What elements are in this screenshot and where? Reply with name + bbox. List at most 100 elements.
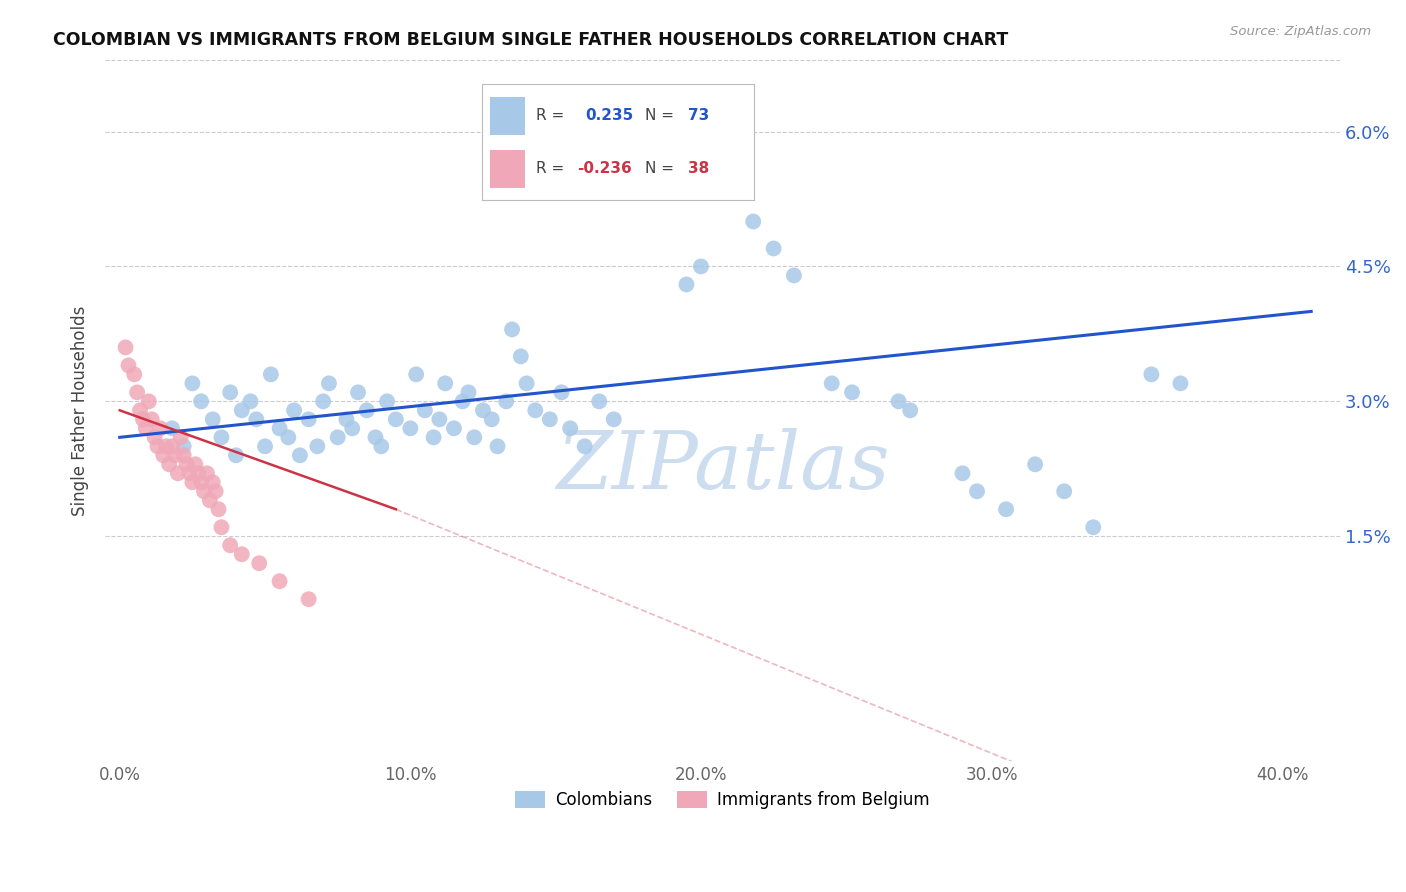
Point bbox=[277, 430, 299, 444]
Point bbox=[318, 376, 340, 391]
Point bbox=[288, 448, 311, 462]
Point bbox=[181, 475, 204, 490]
Point bbox=[176, 458, 198, 472]
Point bbox=[472, 403, 495, 417]
Point bbox=[198, 493, 221, 508]
Point bbox=[260, 368, 283, 382]
Point bbox=[170, 430, 193, 444]
Point bbox=[190, 394, 212, 409]
Point bbox=[821, 376, 844, 391]
Point bbox=[298, 592, 321, 607]
Point bbox=[269, 421, 291, 435]
Point bbox=[219, 538, 242, 552]
Point bbox=[201, 475, 224, 490]
Point bbox=[887, 394, 910, 409]
Point bbox=[486, 439, 509, 453]
Point bbox=[245, 412, 267, 426]
Point bbox=[574, 439, 596, 453]
Point bbox=[190, 475, 212, 490]
Point bbox=[966, 484, 988, 499]
Point bbox=[181, 376, 204, 391]
Point bbox=[225, 448, 247, 462]
Point bbox=[841, 385, 863, 400]
Point bbox=[1140, 368, 1163, 382]
Point bbox=[422, 430, 444, 444]
Point bbox=[481, 412, 503, 426]
Text: COLOMBIAN VS IMMIGRANTS FROM BELGIUM SINGLE FATHER HOUSEHOLDS CORRELATION CHART: COLOMBIAN VS IMMIGRANTS FROM BELGIUM SIN… bbox=[53, 31, 1008, 49]
Point bbox=[219, 385, 242, 400]
Point bbox=[193, 484, 215, 499]
Point bbox=[603, 412, 626, 426]
Point bbox=[184, 458, 207, 472]
Point bbox=[718, 161, 741, 175]
Point bbox=[312, 394, 335, 409]
Point bbox=[560, 421, 582, 435]
Point bbox=[1024, 458, 1046, 472]
Point bbox=[516, 376, 538, 391]
Point bbox=[538, 412, 561, 426]
Point bbox=[995, 502, 1018, 516]
Point bbox=[135, 421, 157, 435]
Point bbox=[399, 421, 422, 435]
Point bbox=[413, 403, 436, 417]
Point bbox=[211, 520, 233, 534]
Point bbox=[283, 403, 305, 417]
Point bbox=[231, 547, 253, 561]
Point bbox=[254, 439, 277, 453]
Point bbox=[375, 394, 398, 409]
Point bbox=[195, 467, 218, 481]
Point bbox=[167, 467, 190, 481]
Point bbox=[783, 268, 806, 283]
Point bbox=[405, 368, 427, 382]
Point bbox=[155, 439, 177, 453]
Point bbox=[429, 412, 451, 426]
Point bbox=[451, 394, 474, 409]
Point bbox=[149, 421, 172, 435]
Point bbox=[1170, 376, 1192, 391]
Point bbox=[370, 439, 392, 453]
Point bbox=[1053, 484, 1076, 499]
Point bbox=[335, 412, 357, 426]
Point bbox=[207, 502, 229, 516]
Point bbox=[247, 556, 270, 570]
Point bbox=[114, 340, 136, 354]
Point bbox=[952, 467, 974, 481]
Point bbox=[434, 376, 457, 391]
Point bbox=[187, 467, 209, 481]
Point bbox=[141, 412, 163, 426]
Point bbox=[762, 242, 785, 256]
Point bbox=[298, 412, 321, 426]
Point bbox=[201, 412, 224, 426]
Point bbox=[143, 430, 166, 444]
Point bbox=[1083, 520, 1105, 534]
Point bbox=[132, 412, 155, 426]
Point bbox=[157, 458, 180, 472]
Point bbox=[356, 403, 378, 417]
Point bbox=[146, 439, 169, 453]
Point bbox=[501, 322, 523, 336]
Point bbox=[495, 394, 517, 409]
Legend: Colombians, Immigrants from Belgium: Colombians, Immigrants from Belgium bbox=[509, 784, 936, 816]
Point bbox=[742, 214, 765, 228]
Point bbox=[173, 439, 195, 453]
Point bbox=[204, 484, 226, 499]
Point bbox=[385, 412, 408, 426]
Point bbox=[138, 394, 160, 409]
Point bbox=[173, 448, 195, 462]
Y-axis label: Single Father Households: Single Father Households bbox=[72, 305, 89, 516]
Point bbox=[129, 403, 152, 417]
Point bbox=[509, 350, 531, 364]
Point bbox=[160, 421, 183, 435]
Point bbox=[675, 277, 697, 292]
Point bbox=[269, 574, 291, 589]
Point bbox=[588, 394, 610, 409]
Point bbox=[690, 260, 713, 274]
Point bbox=[122, 368, 145, 382]
Point bbox=[152, 448, 174, 462]
Point bbox=[457, 385, 479, 400]
Point bbox=[211, 430, 233, 444]
Point bbox=[307, 439, 329, 453]
Point bbox=[163, 448, 186, 462]
Text: Source: ZipAtlas.com: Source: ZipAtlas.com bbox=[1230, 25, 1371, 38]
Point bbox=[160, 439, 183, 453]
